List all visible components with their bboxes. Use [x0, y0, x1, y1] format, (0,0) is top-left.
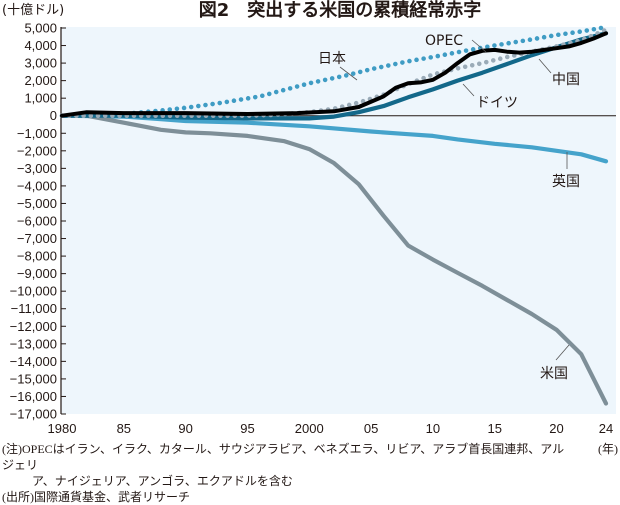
- leader-line: [555, 344, 570, 361]
- y-tick-label: −15,000: [10, 371, 57, 386]
- series-line-ドイツ: [59, 31, 609, 121]
- y-tick-label: −16,000: [10, 389, 57, 404]
- chart-svg: 5,000 4,000 3,000 2,000 1,000 0 −1,000 −2,000 −3…: [10, 21, 616, 436]
- chart-title: 図2 突出する米国の累積経常赤字: [198, 0, 482, 21]
- series-lines: [59, 24, 609, 406]
- series-label-中国: 中国: [552, 72, 580, 88]
- note-line-2: ア、ナイジェリア、アンゴラ、エクアドルを含む: [32, 474, 293, 488]
- series-line-米国: [59, 113, 609, 406]
- leader-line: [462, 83, 475, 97]
- x-tick-label: 1980: [48, 421, 77, 436]
- y-axis: 5,000 4,000 3,000 2,000 1,000 0 −1,000 −2,000 −3…: [10, 21, 66, 422]
- series-label-英国: 英国: [552, 173, 580, 190]
- y-tick-label: −9,000: [17, 266, 57, 281]
- series-label-米国: 米国: [540, 366, 568, 382]
- series-line-英国: [59, 113, 609, 164]
- series-label-ドイツ: ドイツ: [476, 95, 518, 111]
- x-tick-label: 90: [178, 421, 192, 436]
- y-tick-label: −11,000: [11, 301, 57, 316]
- x-tick-label: 20: [549, 421, 563, 436]
- x-tick-label: 15: [487, 421, 501, 436]
- x-tick-label: 10: [426, 421, 440, 436]
- y-tick-label: −5,000: [17, 196, 57, 211]
- x-tick-label: 05: [364, 421, 378, 436]
- y-tick-label: 0: [50, 108, 57, 123]
- y-tick-label: −6,000: [17, 214, 57, 229]
- x-axis: 1980 85 90 95 2000 05 10 15 20 24: [48, 421, 614, 436]
- y-tick-label: 2,000: [24, 73, 57, 88]
- series-label-OPEC: OPEC: [425, 33, 463, 49]
- note-line-1: (注)OPECはイラン、イラク、カタール、サウジアラビア、ベネズエラ、リビア、ア…: [2, 442, 565, 472]
- y-tick-label: −3,000: [17, 161, 57, 176]
- y-axis-unit-label: (十億ドル): [2, 3, 65, 18]
- x-tick-label: 2000: [295, 421, 324, 436]
- source-note: (出所)国際通貨基金、武者リサーチ: [2, 490, 190, 504]
- y-tick-label: −14,000: [10, 354, 57, 369]
- y-tick-label: 5,000: [24, 21, 57, 36]
- y-tick-label: −4,000: [17, 178, 57, 193]
- y-tick-label: −10,000: [10, 284, 57, 299]
- x-tick-label: 95: [240, 421, 254, 436]
- y-tick-label: −17,000: [10, 407, 57, 422]
- y-tick-label: 3,000: [24, 56, 57, 71]
- y-tick-label: 1,000: [24, 91, 57, 106]
- x-tick-label: 85: [117, 421, 131, 436]
- y-tick-label: −7,000: [17, 231, 57, 246]
- y-tick-label: −13,000: [10, 336, 57, 351]
- series-label-日本: 日本: [318, 51, 346, 67]
- x-tick-label: 24: [599, 421, 613, 436]
- series-line-日本: [59, 24, 609, 118]
- y-tick-label: −2,000: [17, 143, 57, 158]
- y-tick-label: −12,000: [10, 319, 57, 334]
- series-line-OPEC: [60, 31, 608, 118]
- footnotes: (注)OPECはイラン、イラク、カタール、サウジアラビア、ベネズエラ、リビア、ア…: [2, 441, 574, 505]
- leader-line: [538, 58, 552, 74]
- leader-line: [339, 66, 358, 81]
- y-tick-label: −1,000: [17, 126, 57, 141]
- y-tick-label: −8,000: [17, 249, 57, 264]
- y-tick-label: 4,000: [24, 38, 57, 53]
- x-axis-unit-label: (年): [598, 442, 618, 456]
- leader-line: [471, 39, 487, 53]
- plot-background: [61, 27, 616, 414]
